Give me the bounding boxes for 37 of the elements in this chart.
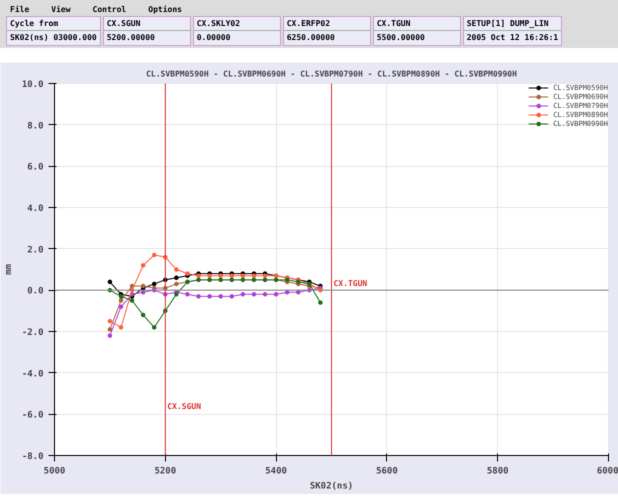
text: Control <box>92 5 126 14</box>
y-tick-label: 2.0 <box>27 245 44 256</box>
x-tick-label: 5200 <box>154 466 176 476</box>
x-tick-label: 5600 <box>376 466 398 476</box>
x-tick-label: 5400 <box>265 466 287 476</box>
y-tick-label: -6.0 <box>22 410 44 421</box>
text: Cycle from <box>7 17 100 32</box>
text: File <box>10 5 30 14</box>
y-tick-label: 4.0 <box>27 204 44 214</box>
text: SK02(ns) 03000.000 <box>9 32 98 44</box>
x-tick-label: 5800 <box>486 466 509 476</box>
ref-line-label: CX.TGUN <box>334 279 368 288</box>
y-tick-label: 8.0 <box>27 121 44 132</box>
text: 5200.00000 <box>106 32 156 44</box>
text: View <box>51 5 71 14</box>
y-tick-label: -2.0 <box>22 328 44 338</box>
text: CX.SGUN <box>104 17 190 32</box>
x-tick-label: 6000 <box>596 466 618 476</box>
text: 2005 Oct 12 16:26:1 <box>466 32 560 44</box>
text: 0.00000 <box>196 32 232 44</box>
x-tick-label: 5000 <box>44 466 66 476</box>
text: Options <box>148 5 182 14</box>
y-tick-label: -4.0 <box>22 369 44 380</box>
text: CX.SKLY02 <box>194 17 280 32</box>
y-tick-label: 0.0 <box>27 286 44 297</box>
chart-title: CL.SVBPM0590H - CL.SVBPM0690H - CL.SVBPM0790H - CL.SVBPM0890H - CL.SVBPM0990H <box>146 70 518 78</box>
x-axis-title: SK02(ns) <box>310 482 354 492</box>
text: 5500.00000 <box>376 32 426 44</box>
y-tick-label: 6.0 <box>27 162 44 173</box>
y-axis-title: mm <box>4 264 14 275</box>
y-tick-label: -8.0 <box>22 452 44 462</box>
text: CX.TGUN <box>374 17 460 32</box>
text: SETUP[1] DUMP_LIN <box>464 17 562 32</box>
text: CX.ERFP02 <box>284 17 370 32</box>
y-tick-label: 10.0 <box>22 80 44 90</box>
ref-line-label: CX.SGUN <box>167 402 202 412</box>
text: 6250.00000 <box>286 32 336 44</box>
